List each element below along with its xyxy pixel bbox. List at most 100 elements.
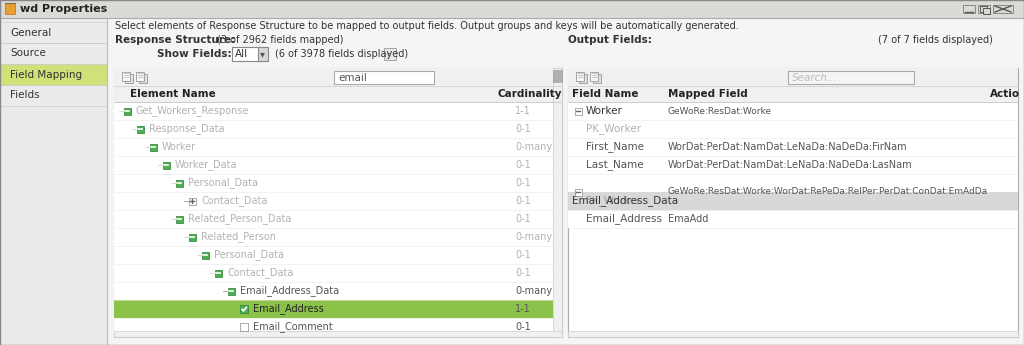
Text: Get_Workers_Response: Get_Workers_Response bbox=[136, 106, 250, 117]
Text: Select elements of Response Structure to be mapped to output fields. Output grou: Select elements of Response Structure to… bbox=[115, 21, 738, 31]
Bar bbox=[568, 174, 1018, 210]
Bar bbox=[214, 269, 221, 276]
Bar bbox=[553, 70, 562, 82]
Bar bbox=[0, 18, 106, 345]
Text: WorDat:PerDat:NamDat:LeNaDa:NaDeDa:LasNam: WorDat:PerDat:NamDat:LeNaDa:NaDeDa:LasNa… bbox=[668, 160, 912, 170]
Bar bbox=[978, 5, 990, 13]
Bar bbox=[574, 108, 582, 115]
Bar bbox=[568, 331, 1018, 337]
Text: 1-1: 1-1 bbox=[515, 304, 530, 314]
Text: FK_Worker: FK_Worker bbox=[586, 196, 641, 206]
Text: (3 of 2962 fields mapped): (3 of 2962 fields mapped) bbox=[217, 35, 343, 45]
Text: 0-1: 0-1 bbox=[515, 160, 530, 170]
Text: (6 of 3978 fields displayed): (6 of 3978 fields displayed) bbox=[275, 49, 409, 59]
Text: Response_Data: Response_Data bbox=[150, 124, 224, 135]
Bar bbox=[114, 331, 562, 337]
Bar bbox=[384, 48, 396, 60]
Bar bbox=[114, 246, 553, 264]
Bar bbox=[575, 72, 584, 81]
Bar bbox=[202, 252, 209, 258]
Bar bbox=[150, 144, 157, 150]
Bar bbox=[114, 156, 553, 174]
Bar bbox=[593, 74, 601, 83]
Text: ▾: ▾ bbox=[260, 49, 265, 59]
Bar bbox=[114, 68, 562, 86]
Bar bbox=[568, 156, 1018, 174]
Text: Related_Person: Related_Person bbox=[201, 231, 276, 243]
Bar bbox=[106, 18, 1024, 345]
Bar bbox=[114, 282, 553, 300]
Bar bbox=[114, 138, 553, 156]
Bar bbox=[114, 264, 553, 282]
Bar bbox=[334, 71, 434, 84]
Bar bbox=[136, 72, 144, 81]
Text: Related_Person_Data: Related_Person_Data bbox=[188, 214, 292, 225]
Text: Cardinality: Cardinality bbox=[497, 89, 561, 99]
Text: Output Fields:: Output Fields: bbox=[568, 35, 652, 45]
Text: Personal_Data: Personal_Data bbox=[214, 249, 284, 260]
Bar bbox=[175, 179, 182, 187]
Text: 0-1: 0-1 bbox=[515, 124, 530, 134]
Bar bbox=[188, 234, 196, 240]
Bar bbox=[114, 318, 553, 336]
Text: Personal_Data: Personal_Data bbox=[188, 178, 258, 188]
Bar bbox=[963, 5, 975, 13]
Bar bbox=[574, 188, 582, 196]
Bar bbox=[980, 6, 987, 12]
Text: Search...: Search... bbox=[792, 73, 838, 83]
Text: Email_Address_Data: Email_Address_Data bbox=[572, 196, 678, 206]
Text: GeWoRe:ResDat:Worke: GeWoRe:ResDat:Worke bbox=[668, 107, 772, 116]
Bar bbox=[579, 74, 587, 83]
Bar bbox=[590, 72, 598, 81]
Bar bbox=[114, 192, 553, 210]
Bar bbox=[163, 161, 170, 168]
Text: Show Fields:: Show Fields: bbox=[157, 49, 231, 59]
Bar bbox=[240, 305, 248, 313]
Bar bbox=[114, 174, 553, 192]
Bar bbox=[568, 210, 1018, 228]
Text: 0-1: 0-1 bbox=[515, 250, 530, 260]
Text: 0-1: 0-1 bbox=[515, 214, 530, 224]
Text: Element Name: Element Name bbox=[130, 89, 216, 99]
Bar bbox=[993, 5, 1013, 13]
Bar bbox=[114, 86, 562, 102]
Text: Email_Address: Email_Address bbox=[586, 214, 662, 225]
Bar bbox=[114, 300, 553, 318]
Text: Last_Name: Last_Name bbox=[586, 159, 644, 170]
Text: email: email bbox=[338, 73, 367, 83]
Text: Fields: Fields bbox=[10, 90, 40, 100]
Bar bbox=[136, 126, 143, 132]
Bar bbox=[0, 0, 1024, 18]
Bar bbox=[0, 64, 106, 85]
Text: 0-many: 0-many bbox=[515, 142, 552, 152]
Text: Worker: Worker bbox=[586, 106, 623, 116]
Bar bbox=[114, 120, 553, 138]
Bar bbox=[114, 228, 553, 246]
Text: Source: Source bbox=[10, 49, 46, 59]
Text: Worker_Data: Worker_Data bbox=[175, 159, 238, 170]
Bar bbox=[139, 74, 147, 83]
Bar bbox=[568, 138, 1018, 156]
Bar bbox=[114, 102, 553, 120]
Bar bbox=[114, 210, 553, 228]
Bar bbox=[568, 68, 1018, 86]
Text: wd Properties: wd Properties bbox=[20, 4, 108, 14]
Bar bbox=[568, 68, 1018, 337]
Text: Contact_Data: Contact_Data bbox=[227, 267, 293, 278]
Text: Contact_Data: Contact_Data bbox=[201, 196, 267, 206]
Text: Field Mapping: Field Mapping bbox=[10, 69, 82, 79]
Text: Email_Comment: Email_Comment bbox=[253, 322, 333, 333]
Text: First_Name: First_Name bbox=[586, 141, 644, 152]
Bar bbox=[240, 323, 248, 331]
Text: GeWoRe:ResDat:Worke:WorDat:RePeDa:RelPer:PerDat:ConDat:EmAdDa: GeWoRe:ResDat:Worke:WorDat:RePeDa:RelPer… bbox=[668, 187, 988, 197]
Text: Field Name: Field Name bbox=[572, 89, 639, 99]
Text: 0-many: 0-many bbox=[515, 232, 552, 242]
Text: 0-1: 0-1 bbox=[515, 268, 530, 278]
Bar bbox=[0, 43, 106, 64]
Text: 1-1: 1-1 bbox=[515, 106, 530, 116]
Bar bbox=[568, 86, 1018, 102]
Bar bbox=[568, 120, 1018, 138]
Bar bbox=[188, 197, 196, 205]
Text: Actio: Actio bbox=[990, 89, 1020, 99]
Bar bbox=[124, 108, 130, 115]
